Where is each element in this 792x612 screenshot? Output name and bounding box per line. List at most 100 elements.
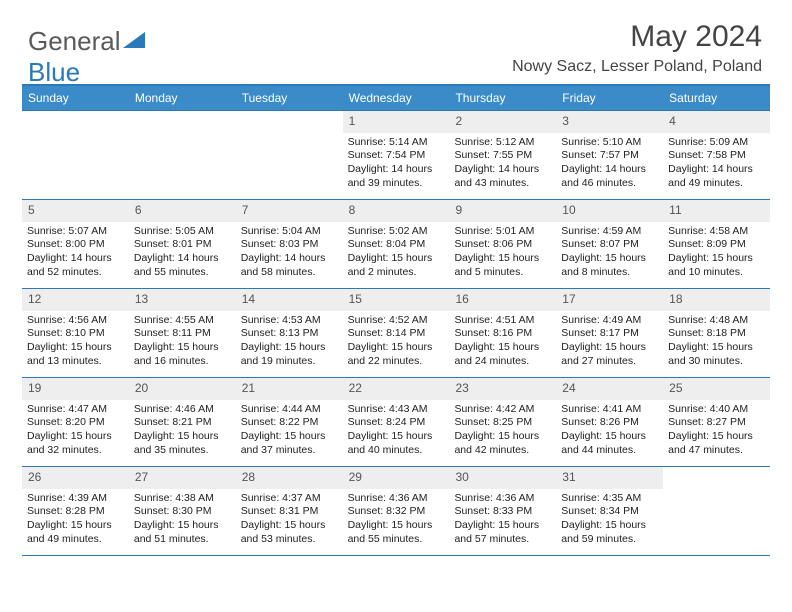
day-number: 31 (556, 467, 663, 489)
day-details: Sunrise: 4:55 AMSunset: 8:11 PMDaylight:… (129, 311, 236, 374)
day-number: 9 (449, 200, 556, 222)
calendar-day: 20Sunrise: 4:46 AMSunset: 8:21 PMDayligh… (129, 378, 236, 466)
calendar-day: 18Sunrise: 4:48 AMSunset: 8:18 PMDayligh… (663, 289, 770, 377)
day-number: 12 (22, 289, 129, 311)
weekday-header: Wednesday (343, 86, 450, 110)
calendar-day (236, 111, 343, 199)
day-details: Sunrise: 4:36 AMSunset: 8:32 PMDaylight:… (343, 489, 450, 552)
calendar-day: 23Sunrise: 4:42 AMSunset: 8:25 PMDayligh… (449, 378, 556, 466)
calendar-day: 11Sunrise: 4:58 AMSunset: 8:09 PMDayligh… (663, 200, 770, 288)
day-details: Sunrise: 4:42 AMSunset: 8:25 PMDaylight:… (449, 400, 556, 463)
calendar-day: 4Sunrise: 5:09 AMSunset: 7:58 PMDaylight… (663, 111, 770, 199)
logo-triangle-icon (123, 24, 145, 55)
day-number: 11 (663, 200, 770, 222)
page-title: May 2024 (630, 20, 762, 54)
day-details: Sunrise: 4:38 AMSunset: 8:30 PMDaylight:… (129, 489, 236, 552)
day-number: 18 (663, 289, 770, 311)
day-details: Sunrise: 4:52 AMSunset: 8:14 PMDaylight:… (343, 311, 450, 374)
day-number: 28 (236, 467, 343, 489)
day-number: 25 (663, 378, 770, 400)
calendar-day (129, 111, 236, 199)
day-details: Sunrise: 4:53 AMSunset: 8:13 PMDaylight:… (236, 311, 343, 374)
day-number: 10 (556, 200, 663, 222)
calendar-week: 26Sunrise: 4:39 AMSunset: 8:28 PMDayligh… (22, 466, 770, 556)
weekday-header: Sunday (22, 86, 129, 110)
calendar-day (663, 467, 770, 555)
day-number: 14 (236, 289, 343, 311)
day-number: 15 (343, 289, 450, 311)
day-details: Sunrise: 4:59 AMSunset: 8:07 PMDaylight:… (556, 222, 663, 285)
calendar-day: 9Sunrise: 5:01 AMSunset: 8:06 PMDaylight… (449, 200, 556, 288)
calendar-table: SundayMondayTuesdayWednesdayThursdayFrid… (22, 84, 770, 556)
calendar-day: 31Sunrise: 4:35 AMSunset: 8:34 PMDayligh… (556, 467, 663, 555)
day-details: Sunrise: 5:02 AMSunset: 8:04 PMDaylight:… (343, 222, 450, 285)
day-details: Sunrise: 4:43 AMSunset: 8:24 PMDaylight:… (343, 400, 450, 463)
calendar-day: 17Sunrise: 4:49 AMSunset: 8:17 PMDayligh… (556, 289, 663, 377)
day-details: Sunrise: 4:39 AMSunset: 8:28 PMDaylight:… (22, 489, 129, 552)
day-number: 13 (129, 289, 236, 311)
calendar-week: 12Sunrise: 4:56 AMSunset: 8:10 PMDayligh… (22, 288, 770, 377)
day-details: Sunrise: 4:44 AMSunset: 8:22 PMDaylight:… (236, 400, 343, 463)
location-subtitle: Nowy Sacz, Lesser Poland, Poland (512, 58, 762, 76)
logo-text-2: Blue (28, 57, 80, 87)
day-number: 1 (343, 111, 450, 133)
day-details: Sunrise: 4:46 AMSunset: 8:21 PMDaylight:… (129, 400, 236, 463)
calendar-day (22, 111, 129, 199)
calendar-day: 25Sunrise: 4:40 AMSunset: 8:27 PMDayligh… (663, 378, 770, 466)
day-details: Sunrise: 4:56 AMSunset: 8:10 PMDaylight:… (22, 311, 129, 374)
logo: General Blue (28, 24, 145, 88)
day-number: 24 (556, 378, 663, 400)
day-details: Sunrise: 4:35 AMSunset: 8:34 PMDaylight:… (556, 489, 663, 552)
day-number: 3 (556, 111, 663, 133)
calendar-day: 26Sunrise: 4:39 AMSunset: 8:28 PMDayligh… (22, 467, 129, 555)
day-number: 4 (663, 111, 770, 133)
day-number: 22 (343, 378, 450, 400)
day-number: 8 (343, 200, 450, 222)
weekday-header: Tuesday (236, 86, 343, 110)
day-details: Sunrise: 4:37 AMSunset: 8:31 PMDaylight:… (236, 489, 343, 552)
calendar-day: 27Sunrise: 4:38 AMSunset: 8:30 PMDayligh… (129, 467, 236, 555)
calendar-day: 30Sunrise: 4:36 AMSunset: 8:33 PMDayligh… (449, 467, 556, 555)
day-number: 29 (343, 467, 450, 489)
day-details: Sunrise: 4:58 AMSunset: 8:09 PMDaylight:… (663, 222, 770, 285)
calendar-day: 22Sunrise: 4:43 AMSunset: 8:24 PMDayligh… (343, 378, 450, 466)
calendar-day: 16Sunrise: 4:51 AMSunset: 8:16 PMDayligh… (449, 289, 556, 377)
day-details: Sunrise: 4:41 AMSunset: 8:26 PMDaylight:… (556, 400, 663, 463)
day-details: Sunrise: 5:14 AMSunset: 7:54 PMDaylight:… (343, 133, 450, 196)
calendar-week: 1Sunrise: 5:14 AMSunset: 7:54 PMDaylight… (22, 110, 770, 199)
calendar-day: 3Sunrise: 5:10 AMSunset: 7:57 PMDaylight… (556, 111, 663, 199)
weekday-header: Friday (556, 86, 663, 110)
calendar-day: 5Sunrise: 5:07 AMSunset: 8:00 PMDaylight… (22, 200, 129, 288)
calendar-day: 6Sunrise: 5:05 AMSunset: 8:01 PMDaylight… (129, 200, 236, 288)
calendar-day: 15Sunrise: 4:52 AMSunset: 8:14 PMDayligh… (343, 289, 450, 377)
calendar-day: 29Sunrise: 4:36 AMSunset: 8:32 PMDayligh… (343, 467, 450, 555)
day-number: 23 (449, 378, 556, 400)
day-number: 16 (449, 289, 556, 311)
weekday-header: Saturday (663, 86, 770, 110)
calendar-day: 8Sunrise: 5:02 AMSunset: 8:04 PMDaylight… (343, 200, 450, 288)
calendar-day: 12Sunrise: 4:56 AMSunset: 8:10 PMDayligh… (22, 289, 129, 377)
weekday-header: Thursday (449, 86, 556, 110)
calendar-day: 7Sunrise: 5:04 AMSunset: 8:03 PMDaylight… (236, 200, 343, 288)
calendar-header-row: SundayMondayTuesdayWednesdayThursdayFrid… (22, 84, 770, 110)
day-details: Sunrise: 4:36 AMSunset: 8:33 PMDaylight:… (449, 489, 556, 552)
calendar-day: 19Sunrise: 4:47 AMSunset: 8:20 PMDayligh… (22, 378, 129, 466)
calendar-day: 24Sunrise: 4:41 AMSunset: 8:26 PMDayligh… (556, 378, 663, 466)
day-details: Sunrise: 4:51 AMSunset: 8:16 PMDaylight:… (449, 311, 556, 374)
day-number: 5 (22, 200, 129, 222)
calendar-day: 10Sunrise: 4:59 AMSunset: 8:07 PMDayligh… (556, 200, 663, 288)
calendar-week: 5Sunrise: 5:07 AMSunset: 8:00 PMDaylight… (22, 199, 770, 288)
calendar-day: 13Sunrise: 4:55 AMSunset: 8:11 PMDayligh… (129, 289, 236, 377)
day-number: 7 (236, 200, 343, 222)
day-details: Sunrise: 4:49 AMSunset: 8:17 PMDaylight:… (556, 311, 663, 374)
day-number: 27 (129, 467, 236, 489)
day-number: 30 (449, 467, 556, 489)
logo-text-1: General (28, 26, 121, 56)
day-number: 20 (129, 378, 236, 400)
day-details: Sunrise: 5:09 AMSunset: 7:58 PMDaylight:… (663, 133, 770, 196)
calendar-day: 2Sunrise: 5:12 AMSunset: 7:55 PMDaylight… (449, 111, 556, 199)
day-number: 2 (449, 111, 556, 133)
calendar-day: 21Sunrise: 4:44 AMSunset: 8:22 PMDayligh… (236, 378, 343, 466)
day-number: 21 (236, 378, 343, 400)
day-details: Sunrise: 5:10 AMSunset: 7:57 PMDaylight:… (556, 133, 663, 196)
